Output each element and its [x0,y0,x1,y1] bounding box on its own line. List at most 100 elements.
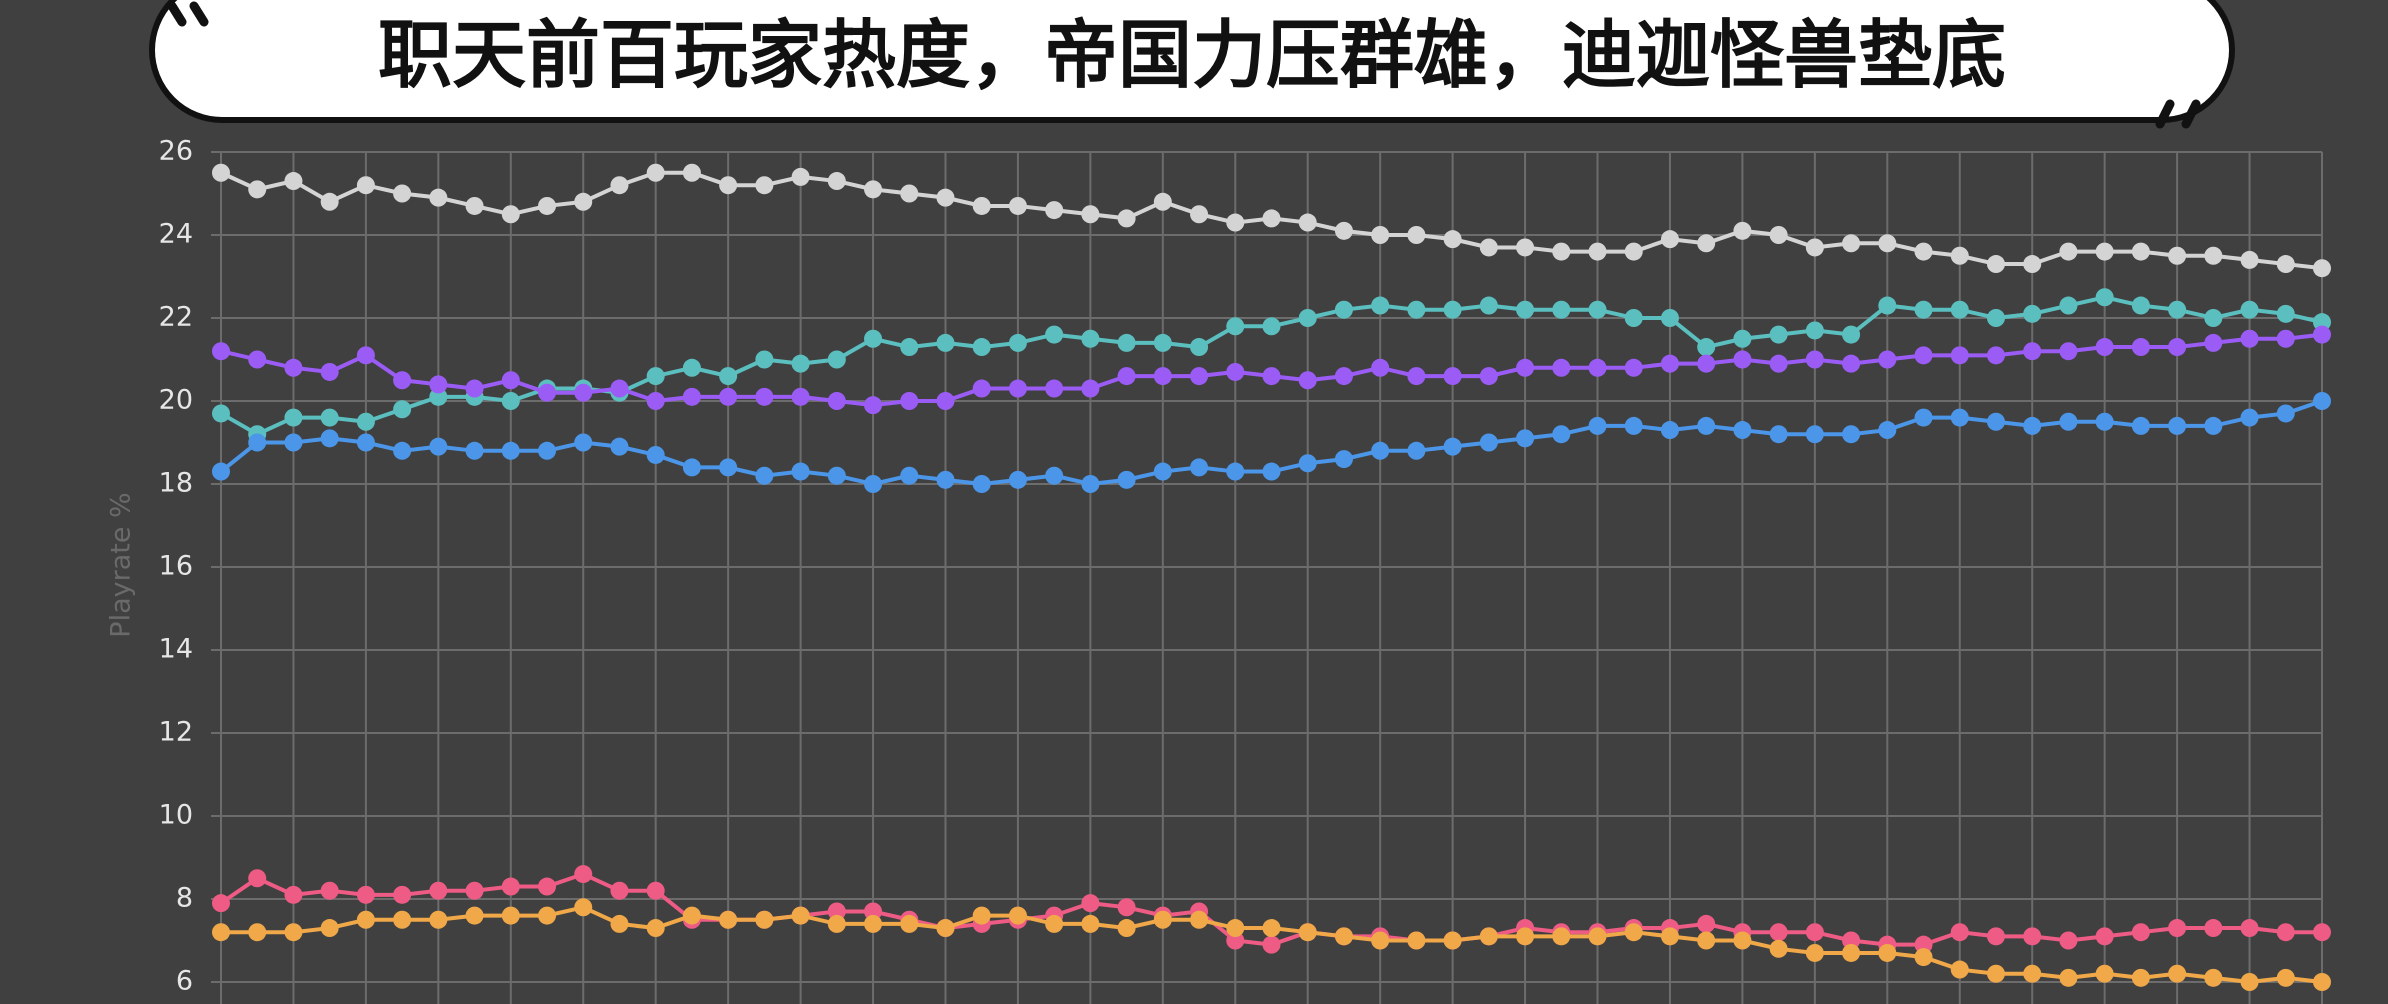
data-point [972,906,991,925]
data-point [2023,255,2042,274]
data-point [1552,927,1571,946]
data-point [393,184,412,203]
data-point [2276,968,2295,987]
data-point [1950,346,1969,365]
data-point [610,914,629,933]
data-point [1262,317,1281,336]
data-point [2276,329,2295,348]
data-point [682,358,701,377]
data-point [1842,234,1861,253]
data-point [827,466,846,485]
data-point [1008,379,1027,398]
data-point [1371,226,1390,244]
data-point [1842,354,1861,373]
data-point [1407,931,1426,950]
data-point [1045,201,1064,220]
data-point [393,885,412,904]
y-tick-label: 16 [159,551,193,582]
data-point [1986,309,2005,327]
title-banner [149,0,2235,123]
data-point [429,881,448,900]
data-point [2240,300,2259,319]
data-point [864,475,883,493]
data-point [538,383,557,402]
data-point [1624,358,1643,377]
data-point [1117,367,1136,386]
data-point [719,367,738,386]
data-point [320,429,339,448]
data-point [1443,931,1462,950]
data-point [284,923,303,942]
data-point [574,433,593,452]
data-point [356,433,375,452]
data-point [2131,338,2150,357]
data-point [1153,910,1172,929]
data-point [2204,416,2223,435]
data-point [1262,462,1281,481]
data-point [1479,367,1498,386]
data-point [1479,433,1498,452]
data-point [972,196,991,215]
data-point [2313,392,2331,410]
y-tick-label: 20 [159,385,193,416]
data-point [972,475,991,493]
data-point [1769,939,1788,958]
data-point [248,433,267,452]
data-point [1407,300,1426,319]
data-point [1950,923,1969,942]
data-point [538,877,557,896]
data-point [1153,192,1172,211]
data-point [1226,462,1245,481]
data-point [2168,338,2187,357]
data-point [900,184,919,203]
data-point [1407,226,1426,244]
data-point [1117,470,1136,489]
data-point [212,923,230,942]
data-point [212,462,230,481]
data-point [682,163,701,182]
data-point [538,196,557,215]
chart-title: 职天前百玩家热度，帝国力压群雄，迪迦怪兽垫底 [378,13,2006,99]
data-point [719,458,738,477]
data-point [682,387,701,406]
series [212,163,2331,278]
series [212,288,2331,444]
data-point [574,898,593,917]
data-point [936,919,955,938]
data-point [1697,931,1716,950]
data-point [1045,914,1064,933]
data-point [1117,333,1136,352]
data-point [900,338,919,357]
data-point [1516,429,1535,448]
data-point [610,176,629,195]
data-point [393,441,412,460]
data-point [2023,964,2042,983]
data-point [864,396,883,415]
data-point [2204,246,2223,265]
data-point [2059,242,2078,261]
data-point [2059,968,2078,987]
data-point [1371,296,1390,315]
data-point [1697,914,1716,933]
series [212,392,2331,493]
data-point [1914,935,1933,954]
data-point [2204,333,2223,352]
data-point [1588,242,1607,261]
data-point [2240,919,2259,938]
data-point [538,906,557,925]
data-point [1660,421,1679,440]
data-point [2095,964,2114,983]
data-point [2095,338,2114,357]
data-point [2276,404,2295,423]
data-point [501,441,520,460]
data-point [2023,304,2042,323]
data-point [719,387,738,406]
data-point [1262,919,1281,938]
data-point [284,885,303,904]
data-point [1660,927,1679,946]
data-point [1733,350,1752,369]
data-point [936,333,955,352]
data-point [1226,317,1245,336]
data-point [2023,927,2042,946]
data-point [1878,296,1897,315]
